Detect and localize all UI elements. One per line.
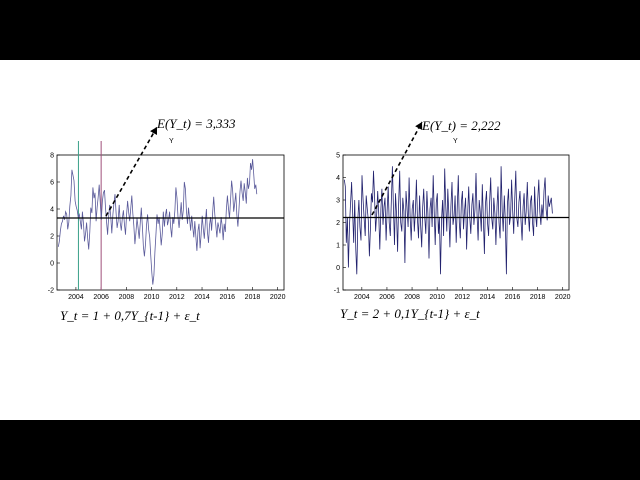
slide: E(Y_t) = 3,333 Y -2 0 2 4 6 8 2004 2006 2008 2010… <box>0 60 640 420</box>
x-tick-label: 2014 <box>480 294 496 301</box>
series-line <box>57 159 258 285</box>
right-model-equation: Y_t = 2 + 0,1Y_{t-1} + ε_t <box>340 306 480 321</box>
y-tick-label: 0 <box>50 261 54 268</box>
x-tick-label: 2018 <box>245 294 261 301</box>
y-tick-label: 4 <box>336 175 340 182</box>
y-tick-label: 6 <box>50 180 54 187</box>
x-tick-label: 2016 <box>505 294 521 301</box>
y-tick-label: 2 <box>50 234 54 241</box>
expectation-arrowhead <box>150 127 157 136</box>
y-tick-label: -1 <box>334 288 340 295</box>
y-tick-label: 3 <box>336 198 340 205</box>
x-tick-label: 2020 <box>270 294 286 301</box>
x-tick-label: 2010 <box>144 294 160 301</box>
left-chart-panel: E(Y_t) = 3,333 Y -2 0 2 4 6 8 2004 2006 2008 2010… <box>0 60 320 420</box>
y-tick-label: 4 <box>50 207 54 214</box>
x-tick-label: 2008 <box>119 294 135 301</box>
left-model-equation: Y_t = 1 + 0,7Y_{t-1} + ε_t <box>60 308 200 323</box>
y-tick-label: 1 <box>336 243 340 250</box>
x-tick-label: 2004 <box>354 294 370 301</box>
right-chart-title: Y <box>453 138 458 145</box>
left-chart-title: Y <box>169 138 174 145</box>
x-tick-label: 2004 <box>68 294 84 301</box>
left-expectation-label: E(Y_t) = 3,333 <box>157 116 236 131</box>
right-expectation-label: E(Y_t) = 2,222 <box>422 118 501 133</box>
x-tick-label: 2018 <box>530 294 546 301</box>
right-line-chart: -1 0 1 2 3 4 5 2004 2006 2008 2010 2012 2014 2016 2018… <box>334 121 571 301</box>
x-tick-label: 2008 <box>404 294 420 301</box>
y-tick-label: 8 <box>50 153 54 160</box>
expectation-arrow <box>371 121 423 216</box>
plot-frame <box>56 154 285 291</box>
right-chart-panel: E(Y_t) = 2,222 Y -1 0 1 2 3 4 5 2004 2006 2008 201… <box>320 60 640 420</box>
series-line <box>343 166 553 275</box>
y-tick-label: -2 <box>48 288 54 295</box>
x-tick-label: 2006 <box>379 294 395 301</box>
expectation-arrowhead <box>415 122 423 131</box>
x-tick-label: 2016 <box>219 294 235 301</box>
expectation-arrow <box>105 126 158 217</box>
x-tick-label: 2006 <box>93 294 109 301</box>
x-tick-label: 2012 <box>454 294 470 301</box>
y-tick-label: 2 <box>336 220 340 227</box>
y-tick-label: 5 <box>336 153 340 160</box>
y-tick-label: 0 <box>336 265 340 272</box>
x-tick-label: 2012 <box>169 294 185 301</box>
x-tick-label: 2020 <box>555 294 571 301</box>
x-tick-label: 2010 <box>429 294 445 301</box>
x-tick-label: 2014 <box>194 294 210 301</box>
left-line-chart: -2 0 2 4 6 8 2004 2006 2008 2010 2012 2014 2016 2018 2… <box>48 126 286 301</box>
